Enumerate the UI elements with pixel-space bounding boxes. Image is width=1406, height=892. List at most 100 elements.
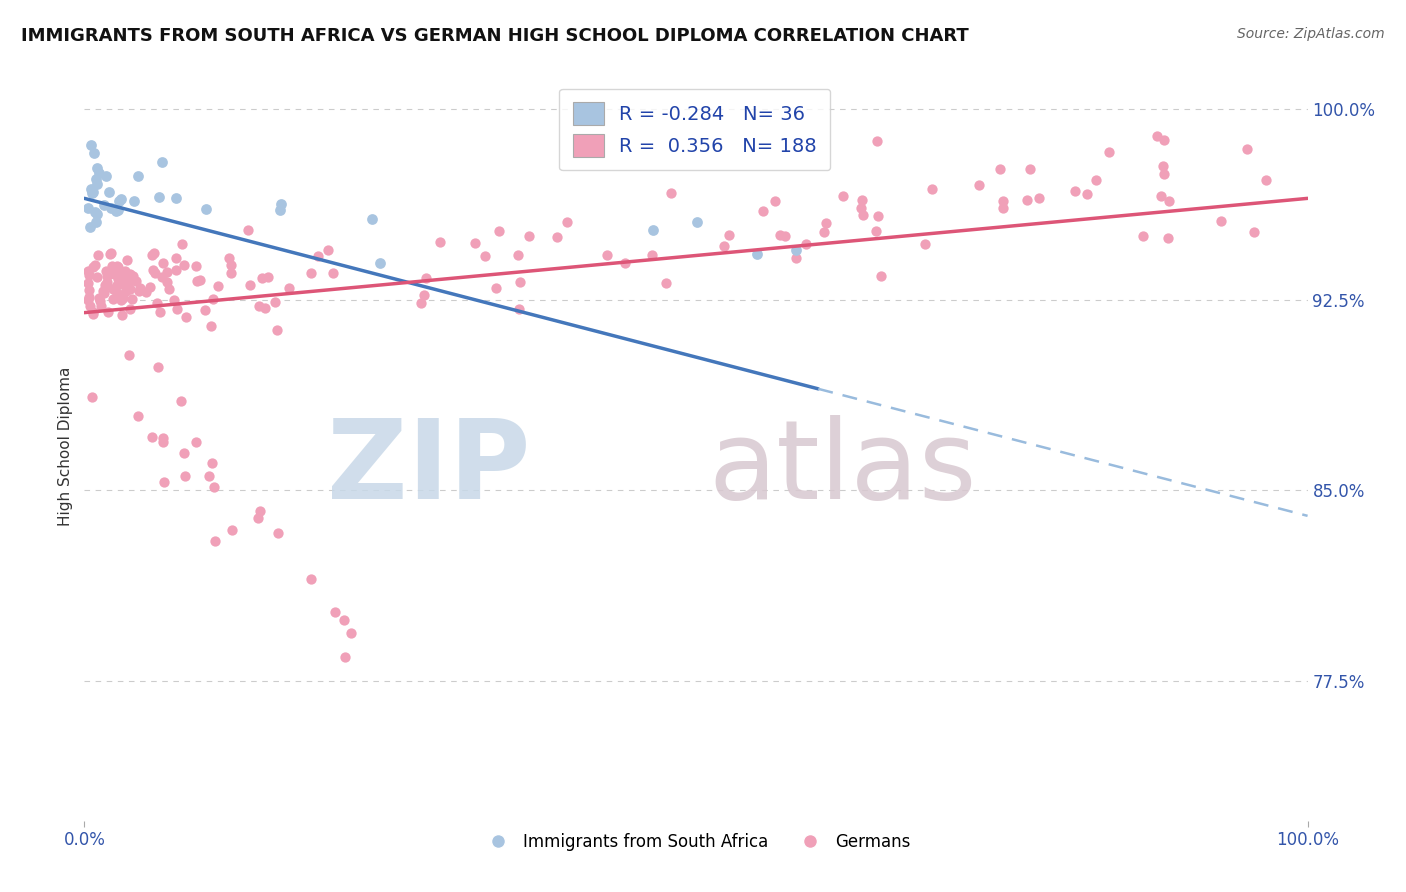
Point bbox=[93, 285, 115, 300]
Point bbox=[184, 435, 207, 450]
Point bbox=[105, 278, 128, 293]
Point bbox=[118, 348, 141, 362]
Point bbox=[139, 280, 162, 294]
Point bbox=[122, 194, 145, 209]
Point bbox=[157, 282, 180, 296]
Point bbox=[967, 178, 990, 193]
Point bbox=[98, 247, 121, 261]
Point bbox=[79, 219, 101, 234]
Point bbox=[111, 308, 134, 322]
Point bbox=[114, 284, 136, 298]
Point bbox=[484, 281, 506, 295]
Point bbox=[546, 229, 568, 244]
Point bbox=[1017, 193, 1039, 207]
Point bbox=[86, 270, 108, 285]
Point bbox=[794, 236, 817, 251]
Point bbox=[752, 204, 775, 219]
Point bbox=[1084, 173, 1107, 187]
Point bbox=[107, 203, 129, 218]
Point bbox=[77, 202, 100, 216]
Point bbox=[115, 252, 138, 267]
Point bbox=[86, 207, 108, 221]
Point bbox=[686, 215, 709, 229]
Point bbox=[174, 310, 197, 324]
Point bbox=[112, 291, 135, 305]
Point bbox=[202, 480, 225, 494]
Point bbox=[1157, 194, 1180, 208]
Point bbox=[105, 203, 128, 218]
Point bbox=[108, 265, 131, 279]
Point bbox=[142, 262, 165, 277]
Point bbox=[82, 260, 104, 274]
Point bbox=[127, 409, 149, 423]
Point bbox=[163, 293, 186, 307]
Point bbox=[184, 259, 207, 273]
Point bbox=[80, 186, 103, 201]
Point bbox=[107, 271, 129, 285]
Point bbox=[1256, 173, 1278, 187]
Point bbox=[114, 263, 136, 277]
Point bbox=[813, 225, 835, 239]
Point bbox=[655, 276, 678, 290]
Point bbox=[108, 194, 131, 208]
Point bbox=[80, 137, 103, 152]
Point bbox=[851, 193, 873, 207]
Point bbox=[267, 526, 290, 541]
Point bbox=[118, 267, 141, 281]
Point bbox=[200, 456, 222, 470]
Point bbox=[370, 255, 392, 269]
Point bbox=[152, 434, 174, 449]
Point bbox=[84, 172, 107, 186]
Point bbox=[174, 468, 197, 483]
Point bbox=[221, 523, 243, 537]
Point bbox=[869, 268, 891, 283]
Point bbox=[1211, 213, 1233, 227]
Point bbox=[219, 258, 242, 272]
Point bbox=[991, 202, 1014, 216]
Point bbox=[768, 227, 790, 242]
Point bbox=[110, 192, 132, 206]
Point bbox=[1076, 186, 1098, 201]
Point bbox=[509, 275, 531, 289]
Point bbox=[323, 605, 346, 619]
Text: Source: ZipAtlas.com: Source: ZipAtlas.com bbox=[1237, 27, 1385, 41]
Point bbox=[713, 239, 735, 253]
Point bbox=[83, 146, 105, 161]
Point bbox=[165, 263, 187, 277]
Point bbox=[266, 323, 288, 337]
Point bbox=[77, 264, 100, 278]
Point bbox=[866, 134, 889, 148]
Point bbox=[1157, 231, 1180, 245]
Point bbox=[413, 287, 436, 301]
Point bbox=[107, 260, 129, 274]
Point bbox=[143, 266, 166, 280]
Point bbox=[84, 205, 107, 219]
Point bbox=[239, 277, 262, 292]
Point bbox=[94, 169, 117, 184]
Point bbox=[77, 276, 100, 290]
Point bbox=[1236, 142, 1258, 156]
Point bbox=[269, 202, 291, 217]
Point bbox=[1028, 191, 1050, 205]
Point bbox=[993, 194, 1015, 208]
Point bbox=[785, 244, 807, 258]
Point bbox=[166, 251, 188, 265]
Point bbox=[141, 429, 163, 443]
Point bbox=[508, 302, 530, 317]
Point bbox=[96, 275, 118, 289]
Point bbox=[103, 268, 125, 282]
Point bbox=[249, 504, 271, 518]
Point bbox=[517, 228, 540, 243]
Point bbox=[299, 266, 322, 280]
Point bbox=[988, 162, 1011, 177]
Y-axis label: High School Diploma: High School Diploma bbox=[58, 367, 73, 525]
Point bbox=[150, 269, 173, 284]
Point bbox=[165, 191, 187, 205]
Point bbox=[84, 258, 107, 272]
Point bbox=[1152, 160, 1174, 174]
Point bbox=[202, 292, 225, 306]
Point bbox=[110, 277, 132, 292]
Point bbox=[270, 197, 292, 211]
Point bbox=[250, 271, 273, 285]
Point bbox=[82, 305, 104, 319]
